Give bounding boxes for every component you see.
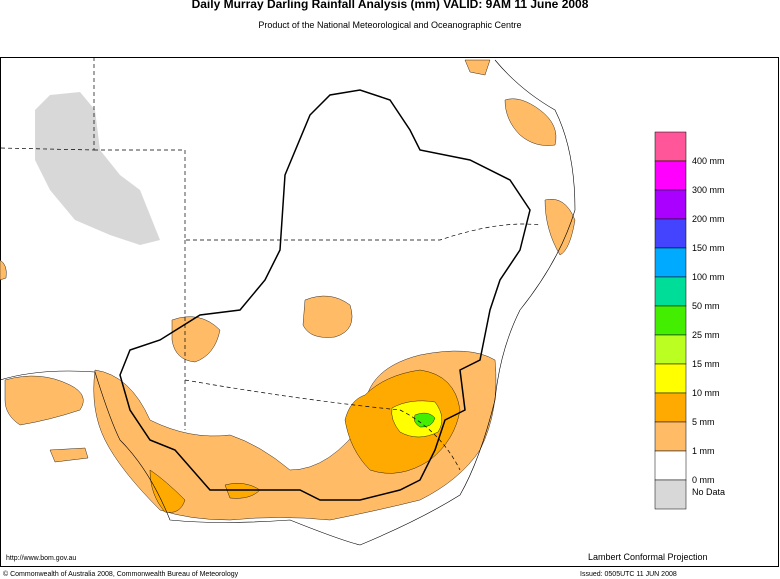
legend-swatch <box>654 305 687 336</box>
rain-area <box>464 59 491 76</box>
legend-label: 10 mm <box>692 388 720 398</box>
legend-label: 50 mm <box>692 301 720 311</box>
state-border <box>184 379 461 471</box>
legend-swatch <box>654 392 687 423</box>
state-border <box>94 149 541 241</box>
rain-area <box>0 259 7 281</box>
legend-label: 15 mm <box>692 359 720 369</box>
rain-area <box>544 199 576 256</box>
legend-swatch <box>654 479 687 510</box>
rain-area <box>504 98 557 146</box>
legend-label: 150 mm <box>692 243 725 253</box>
legend-label: 0 mm <box>692 475 715 485</box>
legend: 400 mm 300 mm 200 mm 150 mm 100 mm 50 mm 25 mm… <box>654 131 725 510</box>
legend-label: 200 mm <box>692 214 725 224</box>
rain-area-5mm <box>149 469 186 513</box>
legend-label: 1 mm <box>692 446 715 456</box>
legend-label: No Data <box>692 487 725 497</box>
legend-swatch <box>654 247 687 278</box>
legend-swatch <box>654 160 687 191</box>
basin-boundary <box>119 89 531 501</box>
rain-area <box>4 375 84 426</box>
copyright: © Commonwealth of Australia 2008, Common… <box>3 570 239 578</box>
subtitle: Product of the National Meteorological a… <box>258 20 521 30</box>
rain-area <box>171 316 221 363</box>
legend-swatch <box>654 131 687 162</box>
issued: Issued: 0505UTC 11 JUN 2008 <box>580 571 677 578</box>
legend-swatch <box>654 218 687 249</box>
legend-label: 300 mm <box>692 185 725 195</box>
coastline <box>0 59 576 546</box>
rain-area <box>302 295 353 338</box>
legend-swatch <box>654 363 687 394</box>
rain-area-25mm <box>413 412 436 428</box>
legend-swatch <box>654 189 687 220</box>
projection: Lambert Conformal Projection <box>588 552 708 562</box>
rain-area <box>49 447 89 463</box>
legend-swatch <box>654 334 687 365</box>
legend-swatch <box>654 276 687 307</box>
legend-swatch <box>654 450 687 481</box>
legend-label: 5 mm <box>692 417 715 427</box>
map-area <box>0 57 576 546</box>
legend-label: 400 mm <box>692 156 725 166</box>
title: Daily Murray Darling Rainfall Analysis (… <box>192 0 589 11</box>
no-data-area <box>35 92 160 245</box>
legend-label: 100 mm <box>692 272 725 282</box>
source-url: http://www.bom.gov.au <box>6 555 76 562</box>
legend-swatch <box>654 421 687 452</box>
legend-label: 25 mm <box>692 330 720 340</box>
